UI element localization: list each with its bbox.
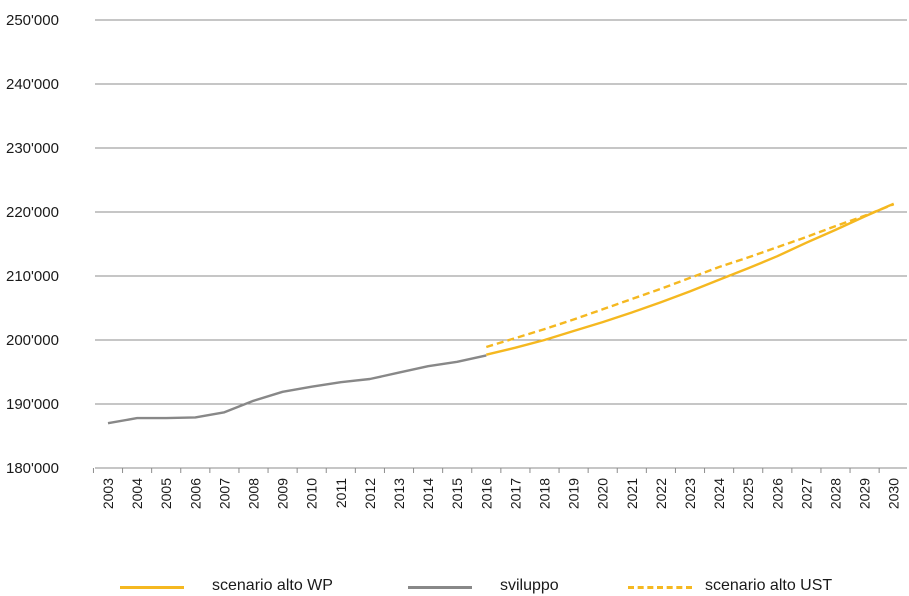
legend-label-wp: scenario alto WP <box>212 577 333 594</box>
legend-label-sviluppo: sviluppo <box>500 577 559 594</box>
x-tick-label: 2018 <box>537 478 553 509</box>
series-line-sviluppo <box>107 354 487 425</box>
x-tick-label: 2008 <box>246 478 262 509</box>
x-tick-label: 2028 <box>828 478 844 509</box>
x-tick-label: 2014 <box>420 478 436 509</box>
x-tick-label: 2010 <box>304 478 320 509</box>
x-tick-label: 2030 <box>886 478 902 509</box>
y-tick-label: 230'000 <box>6 140 59 157</box>
y-axis-tick-labels: 180'000 190'000 200'000 210'000 220'000 230'0… <box>6 12 59 477</box>
y-tick-label: 200'000 <box>6 332 59 349</box>
x-tick-label: 2012 <box>362 478 378 509</box>
x-tick-label: 2007 <box>216 478 232 509</box>
y-tick-label: 240'000 <box>6 76 59 93</box>
legend-swatch-sviluppo <box>408 586 472 589</box>
x-tick-label: 2026 <box>769 478 785 509</box>
y-tick-label: 180'000 <box>6 460 59 477</box>
x-tick-label: 2006 <box>187 478 203 509</box>
legend-label-ust: scenario alto UST <box>705 577 833 594</box>
x-tick-label: 2004 <box>129 478 145 509</box>
x-axis: 2003 2004 2005 2006 2007 2008 2009 2010 2011 2012… <box>92 467 907 509</box>
y-tick-label: 250'000 <box>6 12 59 29</box>
legend-swatch-wp <box>120 586 184 589</box>
x-tick-label: 2016 <box>478 478 494 509</box>
legend-swatch-ust <box>628 586 692 589</box>
line-chart: 180'000 190'000 200'000 210'000 220'000 230'0… <box>6 12 907 509</box>
x-tick-label: 2015 <box>449 478 465 509</box>
x-tick-label: 2022 <box>653 478 669 509</box>
x-tick-label: 2019 <box>566 478 582 509</box>
series-lines <box>107 202 895 425</box>
x-tick-label: 2013 <box>391 478 407 509</box>
gridlines <box>95 19 907 405</box>
x-tick-label: 2023 <box>682 478 698 509</box>
x-tick-label: 2027 <box>798 478 814 509</box>
x-tick-label: 2005 <box>158 478 174 509</box>
legend: scenario alto WP sviluppo scenario alto … <box>0 576 909 596</box>
x-tick-label: 2025 <box>740 478 756 509</box>
y-tick-label: 220'000 <box>6 204 59 221</box>
series-line-scenario-alto-wp <box>486 202 895 356</box>
x-tick-label: 2029 <box>857 478 873 509</box>
x-tick-label: 2003 <box>100 478 116 509</box>
x-tick-label: 2020 <box>595 478 611 509</box>
series-line-scenario-alto-ust <box>485 203 895 349</box>
x-tick-label: 2024 <box>711 478 727 509</box>
y-tick-label: 210'000 <box>6 268 59 285</box>
x-tick-label: 2021 <box>624 478 640 509</box>
y-tick-label: 190'000 <box>6 396 59 413</box>
x-tick-label: 2011 <box>333 478 349 508</box>
x-tick-label: 2017 <box>507 478 523 509</box>
x-tick-label: 2009 <box>275 478 291 509</box>
